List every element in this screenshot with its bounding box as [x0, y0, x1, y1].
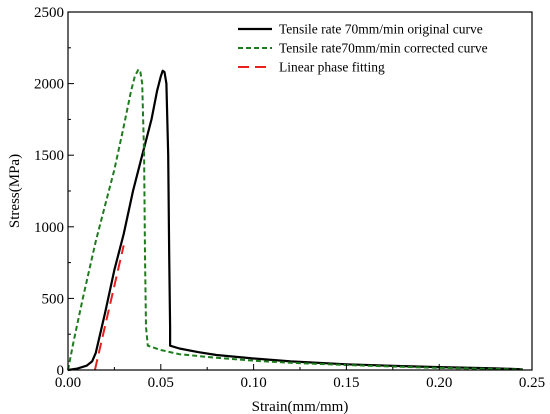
y-tick-label: 2000	[34, 77, 64, 93]
y-axis-ticks: 0 500 1000 1500 2000 2500	[34, 5, 74, 379]
series-line-1	[67, 69, 523, 372]
x-tick-label: 0.10	[240, 375, 266, 391]
y-tick-label: 500	[42, 291, 65, 307]
legend-label-1: Tensile rate 70mm/min original curve	[279, 22, 483, 37]
y-tick-label: 0	[57, 363, 65, 379]
x-tick-label: 0.15	[333, 375, 359, 391]
x-tick-label: 0.00	[55, 375, 81, 391]
x-tick-label: 0.20	[426, 375, 452, 391]
x-tick-label: 0.25	[519, 375, 545, 391]
legend-label-3: Linear phase fitting	[279, 60, 385, 75]
y-axis-title: Stress(MPa)	[7, 154, 23, 228]
y-tick-label: 1000	[34, 220, 64, 236]
x-tick-label: 0.05	[148, 375, 174, 391]
x-axis-ticks: 0.00 0.05 0.10 0.15 0.20 0.25	[55, 364, 545, 391]
legend-label-2: Tensile rate70mm/min corrected curve	[279, 41, 488, 56]
y-tick-label: 2500	[34, 5, 64, 21]
x-axis-title: Strain(mm/mm)	[252, 399, 349, 414]
legend: Tensile rate 70mm/min original curve Tens…	[238, 22, 488, 75]
plot-lines	[67, 68, 523, 372]
y-tick-label: 1500	[34, 148, 64, 164]
series-line-3	[93, 245, 125, 371]
series-line-2	[67, 68, 523, 371]
